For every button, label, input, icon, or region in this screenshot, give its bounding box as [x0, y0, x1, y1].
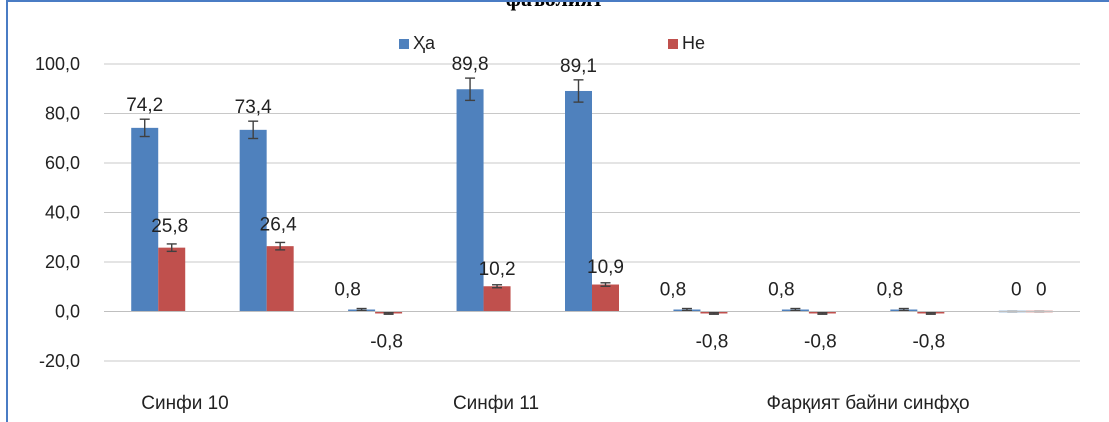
data-label-no: 25,8 [151, 216, 188, 237]
data-label-no: 0 [1036, 280, 1047, 301]
y-tick-label: 100,0 [35, 54, 80, 74]
data-label-no: 26,4 [260, 214, 297, 235]
data-label-yes: 89,8 [452, 54, 489, 75]
y-tick-label: -20,0 [39, 351, 80, 371]
bar-yes [565, 90, 592, 312]
y-tick-label: 40,0 [45, 203, 80, 223]
legend-item-no: Не [668, 33, 705, 54]
data-label-no: -0,8 [370, 332, 403, 353]
legend-label-yes: Ҳа [413, 33, 436, 53]
data-label-no: -0,8 [804, 332, 837, 353]
y-tick-label: 0,0 [55, 302, 80, 322]
legend-item-yes: Ҳа [399, 33, 435, 54]
bar-no [592, 284, 619, 312]
legend-label-no: Не [682, 33, 706, 53]
legend-swatch-no [668, 38, 678, 49]
chart-border-left [6, 0, 8, 422]
bar-no [158, 247, 186, 312]
data-label-no: -0,8 [696, 332, 729, 353]
chart-title: фаъолият [0, 0, 1109, 12]
data-label-no: 10,9 [587, 257, 624, 278]
data-label-yes: 0 [1011, 280, 1022, 301]
data-label-yes: 0,8 [660, 280, 686, 301]
bar-yes [131, 127, 159, 312]
bar-yes [456, 89, 484, 312]
category-label: Синфи 11 [453, 393, 539, 414]
data-label-yes: 0,8 [768, 280, 794, 301]
bar-no [483, 286, 511, 312]
data-label-yes: 89,1 [560, 56, 597, 77]
data-label-yes: 0,8 [334, 280, 360, 301]
legend-swatch-yes [399, 38, 409, 49]
y-tick-label: 20,0 [45, 252, 80, 272]
data-label-no: -0,8 [912, 332, 945, 353]
chart-border-top [6, 0, 1109, 2]
data-label-no: 10,2 [479, 259, 516, 280]
y-tick-label: 60,0 [45, 153, 80, 173]
data-label-yes: 0,8 [877, 280, 903, 301]
data-label-yes: 73,4 [235, 97, 272, 118]
y-tick-label: 80,0 [45, 104, 80, 124]
data-label-yes: 74,2 [126, 95, 163, 116]
category-label: Синфи 10 [141, 393, 229, 414]
category-label: Фарқият байни синфҳо [766, 393, 969, 414]
bar-yes [239, 129, 267, 312]
bar-no [266, 246, 294, 312]
